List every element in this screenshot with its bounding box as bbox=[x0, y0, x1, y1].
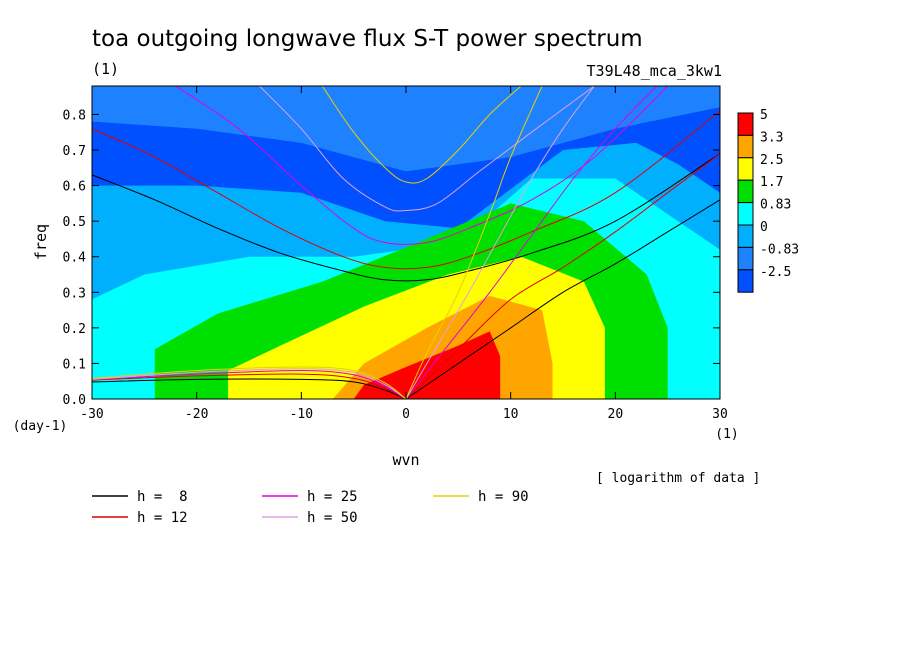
colorbar-swatch bbox=[737, 224, 754, 248]
y-unit-label: (day-1) bbox=[13, 419, 68, 434]
colorbar-swatch bbox=[737, 112, 754, 136]
y-tick-label: 0.7 bbox=[63, 144, 86, 159]
units-label: (1) bbox=[92, 60, 119, 78]
colorbar-swatch bbox=[737, 134, 754, 159]
y-tick-label: 0.4 bbox=[63, 251, 87, 266]
x-tick-label: 10 bbox=[503, 407, 519, 422]
dispersion-curve-h25-1 bbox=[92, 369, 407, 399]
dispersion-curve-h50-1 bbox=[92, 368, 407, 399]
dispersion-curve-h8-2 bbox=[405, 199, 720, 399]
y-tick-label: 0.6 bbox=[63, 180, 86, 195]
dispersion-curve-h12-1 bbox=[92, 373, 407, 399]
legend-label: h = 25 bbox=[307, 489, 358, 505]
dispersion-curve-h90-0 bbox=[321, 86, 522, 184]
x-tick-label: -30 bbox=[80, 407, 103, 422]
dispersion-curve-h50-2 bbox=[405, 86, 595, 399]
colorbar-label: 3.3 bbox=[760, 130, 783, 145]
colorbar-swatch bbox=[737, 179, 754, 204]
dispersion-curve-h12-0 bbox=[92, 110, 720, 270]
y-axis-label: freq bbox=[32, 224, 50, 260]
dispersion-curve-h25-0 bbox=[175, 86, 669, 245]
colorbar-label: 5 bbox=[760, 108, 768, 123]
x-unit-label: (1) bbox=[715, 427, 738, 442]
x-tick-label: 0 bbox=[402, 407, 410, 422]
y-tick-label: 0.3 bbox=[63, 286, 86, 301]
x-axis: -30 -20 -10 0 10 20 30 bbox=[80, 86, 728, 422]
legend-label: h = 90 bbox=[478, 489, 529, 505]
x-tick-label: -10 bbox=[290, 407, 313, 422]
colorbar-label: 0.83 bbox=[760, 198, 791, 213]
x-tick-label: 30 bbox=[712, 407, 728, 422]
y-tick-label: 0.1 bbox=[63, 357, 86, 372]
legend-label: h = 12 bbox=[137, 510, 188, 526]
run-id-label: T39L48_mca_3kw1 bbox=[587, 62, 722, 80]
dispersion-curve-h8-1 bbox=[92, 378, 407, 399]
contour-fill-layer bbox=[92, 86, 720, 399]
colorbar-swatch bbox=[737, 269, 754, 293]
contour-region-5 bbox=[353, 331, 501, 399]
x-axis-label: wvn bbox=[392, 451, 419, 469]
y-tick-label: 0.5 bbox=[63, 215, 86, 230]
contour-region--0.83 bbox=[92, 86, 720, 172]
dispersion-curves-layer bbox=[92, 86, 720, 399]
colorbar-label: 0 bbox=[760, 220, 768, 235]
y-tick-label: 0.0 bbox=[63, 393, 86, 408]
colorbar-label: 2.5 bbox=[760, 153, 783, 168]
colorbar-swatch bbox=[737, 246, 754, 271]
legend-label: h = 8 bbox=[137, 489, 188, 505]
chart-title: toa outgoing longwave flux S-T power spe… bbox=[92, 26, 643, 52]
legend: h = 8 h = 12 h = 25 h = 50 h = 90 bbox=[92, 489, 529, 526]
x-tick-label: -20 bbox=[185, 407, 208, 422]
y-tick-label: 0.2 bbox=[63, 322, 86, 337]
colorbar: 5 3.3 2.5 1.7 0.83 0 -0.83 -2.5 bbox=[737, 108, 799, 293]
colorbar-label: -0.83 bbox=[760, 242, 799, 257]
dispersion-curve-h12-2 bbox=[405, 153, 720, 399]
colorbar-swatch bbox=[737, 202, 754, 226]
x-tick-label: 20 bbox=[608, 407, 624, 422]
y-tick-label: 0.8 bbox=[63, 108, 86, 123]
y-axis: 0.0 0.1 0.2 0.3 0.4 0.5 0.6 0.7 0.8 bbox=[63, 108, 720, 408]
dispersion-curve-h50-0 bbox=[259, 86, 595, 212]
dispersion-curve-h90-2 bbox=[405, 86, 543, 399]
legend-label: h = 50 bbox=[307, 510, 358, 526]
dispersion-curve-h90-1 bbox=[92, 366, 407, 399]
dispersion-curve-h8-0 bbox=[92, 153, 720, 282]
colorbar-label: 1.7 bbox=[760, 175, 783, 190]
dispersion-curve-h25-2 bbox=[405, 86, 658, 399]
colorbar-swatch bbox=[737, 157, 754, 181]
colorbar-label: -2.5 bbox=[760, 265, 791, 280]
data-note: [ logarithm of data ] bbox=[596, 471, 760, 486]
